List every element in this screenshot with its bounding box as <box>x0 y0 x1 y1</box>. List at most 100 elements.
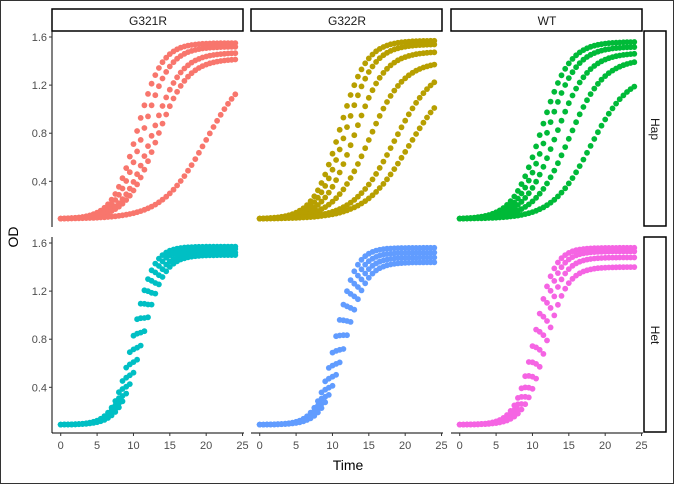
data-point <box>344 332 350 339</box>
data-point <box>573 85 579 92</box>
data-point <box>431 259 438 266</box>
data-point <box>518 181 525 188</box>
data-point <box>558 293 565 299</box>
data-point <box>391 87 398 94</box>
data-point <box>340 186 347 193</box>
data-point <box>529 169 536 176</box>
data-point <box>126 381 133 387</box>
data-point <box>536 171 543 178</box>
data-point <box>174 74 181 81</box>
data-point <box>333 195 339 202</box>
data-point <box>315 202 321 208</box>
strip-label: G321R <box>129 14 167 28</box>
data-point <box>148 132 155 139</box>
x-tick-label: 20 <box>599 440 611 452</box>
data-point <box>362 145 369 152</box>
data-point <box>365 55 372 62</box>
strip-hap: Hap <box>643 30 667 227</box>
strip-g322r: G322R <box>250 8 443 32</box>
strip-g321r: G321R <box>51 8 244 32</box>
data-point <box>170 95 177 102</box>
data-point <box>595 129 601 136</box>
data-point <box>329 198 336 205</box>
data-point <box>166 63 173 70</box>
data-point <box>529 154 536 161</box>
data-point <box>529 185 536 191</box>
x-tick-label: 15 <box>164 440 176 452</box>
data-point <box>355 272 361 279</box>
data-point <box>376 185 383 191</box>
data-point <box>409 105 416 112</box>
data-point <box>123 178 130 184</box>
data-point <box>347 277 354 283</box>
data-point <box>587 91 594 97</box>
data-point <box>613 100 619 107</box>
data-point <box>329 183 336 190</box>
data-point <box>170 59 177 66</box>
data-point <box>196 149 202 156</box>
data-point <box>177 83 184 89</box>
data-point <box>365 137 372 143</box>
x-tick-label: 10 <box>127 440 139 452</box>
x-tick-label: 10 <box>326 440 338 452</box>
data-point <box>232 50 239 57</box>
strip-label: WT <box>538 14 557 28</box>
data-point <box>431 244 438 251</box>
data-point <box>145 158 151 165</box>
data-point <box>536 190 543 197</box>
data-point <box>369 128 376 135</box>
data-point <box>536 132 543 139</box>
data-point <box>318 189 325 196</box>
data-point <box>576 111 583 118</box>
data-point <box>376 113 383 119</box>
data-point <box>163 111 170 118</box>
data-point <box>365 274 372 281</box>
data-point <box>358 66 365 73</box>
data-point <box>119 378 126 384</box>
data-point <box>565 135 572 142</box>
data-point <box>355 296 361 303</box>
data-point <box>163 94 170 101</box>
data-point <box>551 265 558 272</box>
x-tick-label: 5 <box>493 440 499 452</box>
data-point <box>108 412 115 419</box>
data-point <box>540 140 547 147</box>
data-point <box>547 273 554 280</box>
data-point <box>631 39 638 45</box>
data-point <box>373 189 379 195</box>
data-point <box>562 270 569 277</box>
data-point <box>431 41 438 48</box>
x-axis-col-1: 0 5 10 15 20 25 <box>52 432 249 452</box>
data-point <box>333 371 339 378</box>
data-point <box>214 117 221 124</box>
data-point <box>119 200 126 207</box>
data-point <box>555 160 561 167</box>
data-point <box>525 177 532 184</box>
data-point <box>405 111 412 118</box>
data-point <box>576 60 583 66</box>
data-point <box>431 49 438 56</box>
data-point <box>558 264 565 271</box>
data-point <box>431 249 438 256</box>
data-point <box>351 102 358 109</box>
data-point <box>555 284 561 290</box>
data-point <box>358 256 365 263</box>
data-point <box>351 82 358 89</box>
data-point <box>558 189 565 196</box>
data-point <box>329 166 336 173</box>
data-point <box>547 324 554 331</box>
data-point <box>369 176 376 183</box>
data-point <box>565 180 572 187</box>
data-point <box>580 156 587 163</box>
data-point <box>225 100 231 107</box>
data-point <box>402 149 409 155</box>
data-point <box>206 130 213 137</box>
data-point <box>562 108 569 115</box>
data-point <box>137 115 144 121</box>
data-point <box>362 186 369 192</box>
data-point <box>152 290 159 297</box>
data-point <box>126 153 133 160</box>
data-point <box>130 159 137 166</box>
data-point <box>558 276 565 283</box>
data-point <box>431 105 438 111</box>
